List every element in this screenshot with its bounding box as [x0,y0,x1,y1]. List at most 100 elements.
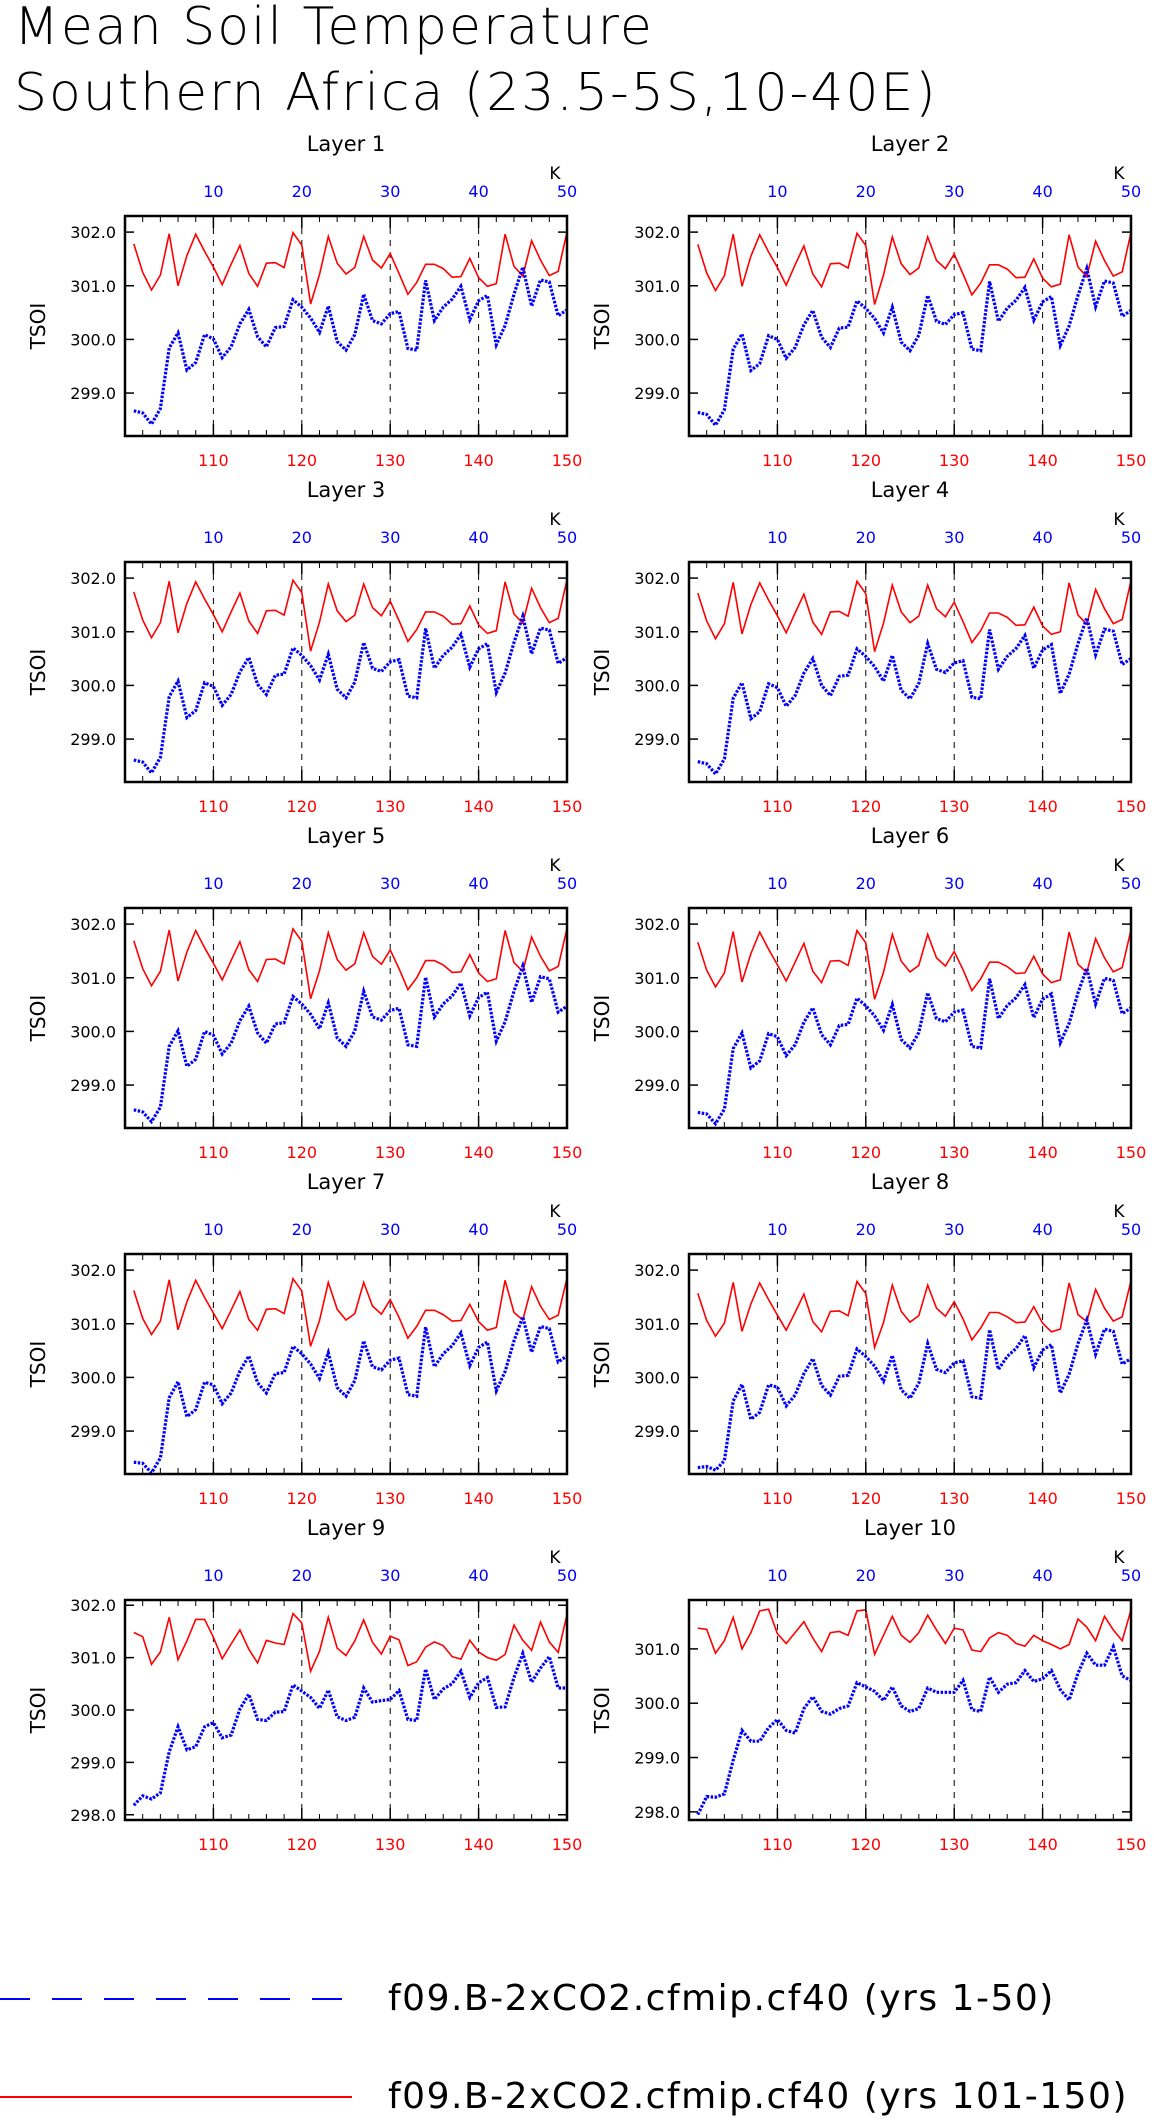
series-line-yrs-1-50 [133,610,568,776]
top-tick-label: 30 [944,528,964,547]
y-axis-label: TSOI [590,995,614,1043]
y-tick-label: 299.0 [70,1422,116,1441]
bottom-tick-label: 120 [851,1143,882,1162]
plot-frame [123,1252,569,1476]
top-tick-label: 20 [292,1566,312,1585]
series-line-yrs-1-50 [697,1314,1132,1473]
top-tick-label: 10 [767,874,787,893]
top-axis-label: K [549,1202,561,1222]
plot-frame [687,214,1133,438]
y-tick-label: 300.0 [70,1022,116,1041]
top-tick-label: 50 [1121,1566,1141,1585]
y-tick-label: 299.0 [70,384,116,403]
top-tick-label: 10 [203,1566,223,1585]
y-tick-label: 299.0 [634,1749,680,1768]
y-axis-label: TSOI [590,649,614,697]
panel-layer-8: Layer 8 299.0 300.0 301.0 302.0 TSOI 10 20 30 40 5… [590,1170,1146,1508]
panel-title: Layer 10 [864,1516,956,1540]
top-tick-label: 40 [468,874,488,893]
top-tick-label: 30 [380,182,400,201]
bottom-tick-label: 120 [287,1143,318,1162]
y-tick-label: 299.0 [634,1076,680,1095]
bottom-tick-label: 110 [198,1143,229,1162]
bottom-tick-label: 150 [552,1143,583,1162]
bottom-tick-label: 110 [198,1835,229,1854]
bottom-tick-label: 140 [463,1143,494,1162]
top-axis-label: K [1113,510,1125,530]
top-tick-label: 30 [380,528,400,547]
y-tick-label: 300.0 [70,1368,116,1387]
bottom-tick-label: 130 [375,451,406,470]
top-tick-label: 10 [203,874,223,893]
y-tick-label: 300.0 [70,330,116,349]
y-axis-label: TSOI [26,1687,50,1735]
bottom-tick-label: 110 [198,1489,229,1508]
bottom-tick-label: 120 [851,797,882,816]
y-tick-label: 302.0 [634,915,680,934]
bottom-tick-label: 120 [287,451,318,470]
top-tick-label: 30 [944,874,964,893]
bottom-tick-label: 120 [287,1835,318,1854]
bottom-tick-label: 120 [287,1489,318,1508]
y-tick-label: 301.0 [634,277,680,296]
y-tick-label: 301.0 [70,1315,116,1334]
top-tick-label: 10 [767,182,787,201]
panel-layer-5: Layer 5 299.0 300.0 301.0 302.0 TSOI 10 20 30 40 5… [26,824,582,1162]
bottom-tick-label: 120 [287,797,318,816]
panel-title: Layer 5 [307,824,386,848]
panel-layer-10: Layer 10 298.0 299.0 300.0 301.0 TSOI 10 20 30 40… [590,1516,1146,1854]
bottom-tick-label: 130 [939,451,970,470]
top-tick-label: 50 [557,1566,577,1585]
panels: Layer 1 299.0 300.0 301.0 302.0 TSOI 10 20 30 40 5… [26,132,1146,1854]
top-tick-label: 20 [292,528,312,547]
top-tick-label: 40 [468,528,488,547]
top-tick-label: 20 [856,1220,876,1239]
top-axis-label: K [1113,1202,1125,1222]
series-line-yrs-1-50 [696,1642,1132,1816]
top-tick-label: 40 [1032,1566,1052,1585]
series-line-yrs-101-150 [133,927,568,999]
panel-title: Layer 3 [307,478,386,502]
panel-title: Layer 7 [307,1170,386,1194]
bottom-tick-label: 140 [1027,1835,1058,1854]
plot-frame [687,1252,1133,1476]
top-tick-label: 20 [856,528,876,547]
bottom-tick-label: 140 [1027,797,1058,816]
top-tick-label: 30 [380,874,400,893]
bottom-tick-label: 150 [552,797,583,816]
y-tick-label: 298.0 [634,1803,680,1822]
bottom-tick-label: 140 [1027,1489,1058,1508]
bottom-tick-label: 130 [375,1143,406,1162]
series-line-yrs-1-50 [697,612,1132,777]
y-tick-label: 299.0 [634,384,680,403]
top-tick-label: 30 [380,1566,400,1585]
top-tick-label: 30 [944,1220,964,1239]
y-tick-label: 301.0 [634,969,680,988]
legend: f09.B-2xCO2.cfmip.cf40 (yrs 1-50) f09.B-… [0,1978,1127,2117]
y-tick-label: 302.0 [634,1261,680,1280]
plot-frame [687,1598,1133,1822]
panel-layer-3: Layer 3 299.0 300.0 301.0 302.0 TSOI 10 20 30 40 5… [26,478,582,816]
y-tick-label: 300.0 [70,1701,116,1720]
legend-label-series-1: f09.B-2xCO2.cfmip.cf40 (yrs 1-50) [388,1978,1055,2019]
bottom-tick-label: 150 [1116,797,1147,816]
y-tick-label: 300.0 [634,1694,680,1713]
top-axis-label: K [549,856,561,876]
top-axis-label: K [549,1548,561,1568]
bottom-tick-label: 110 [762,1835,793,1854]
top-tick-label: 30 [944,1566,964,1585]
plot-frame [123,560,569,784]
y-axis-label: TSOI [590,1687,614,1735]
y-tick-label: 302.0 [70,1261,116,1280]
series-line-yrs-101-150 [697,231,1132,305]
series-line-yrs-101-150 [133,1276,568,1347]
top-tick-label: 20 [292,1220,312,1239]
bottom-tick-label: 140 [1027,451,1058,470]
top-tick-label: 20 [292,874,312,893]
bottom-tick-label: 140 [463,1489,494,1508]
y-tick-label: 301.0 [70,969,116,988]
bottom-tick-label: 140 [463,451,494,470]
top-tick-label: 30 [944,182,964,201]
top-tick-label: 40 [468,1566,488,1585]
top-tick-label: 10 [203,182,223,201]
